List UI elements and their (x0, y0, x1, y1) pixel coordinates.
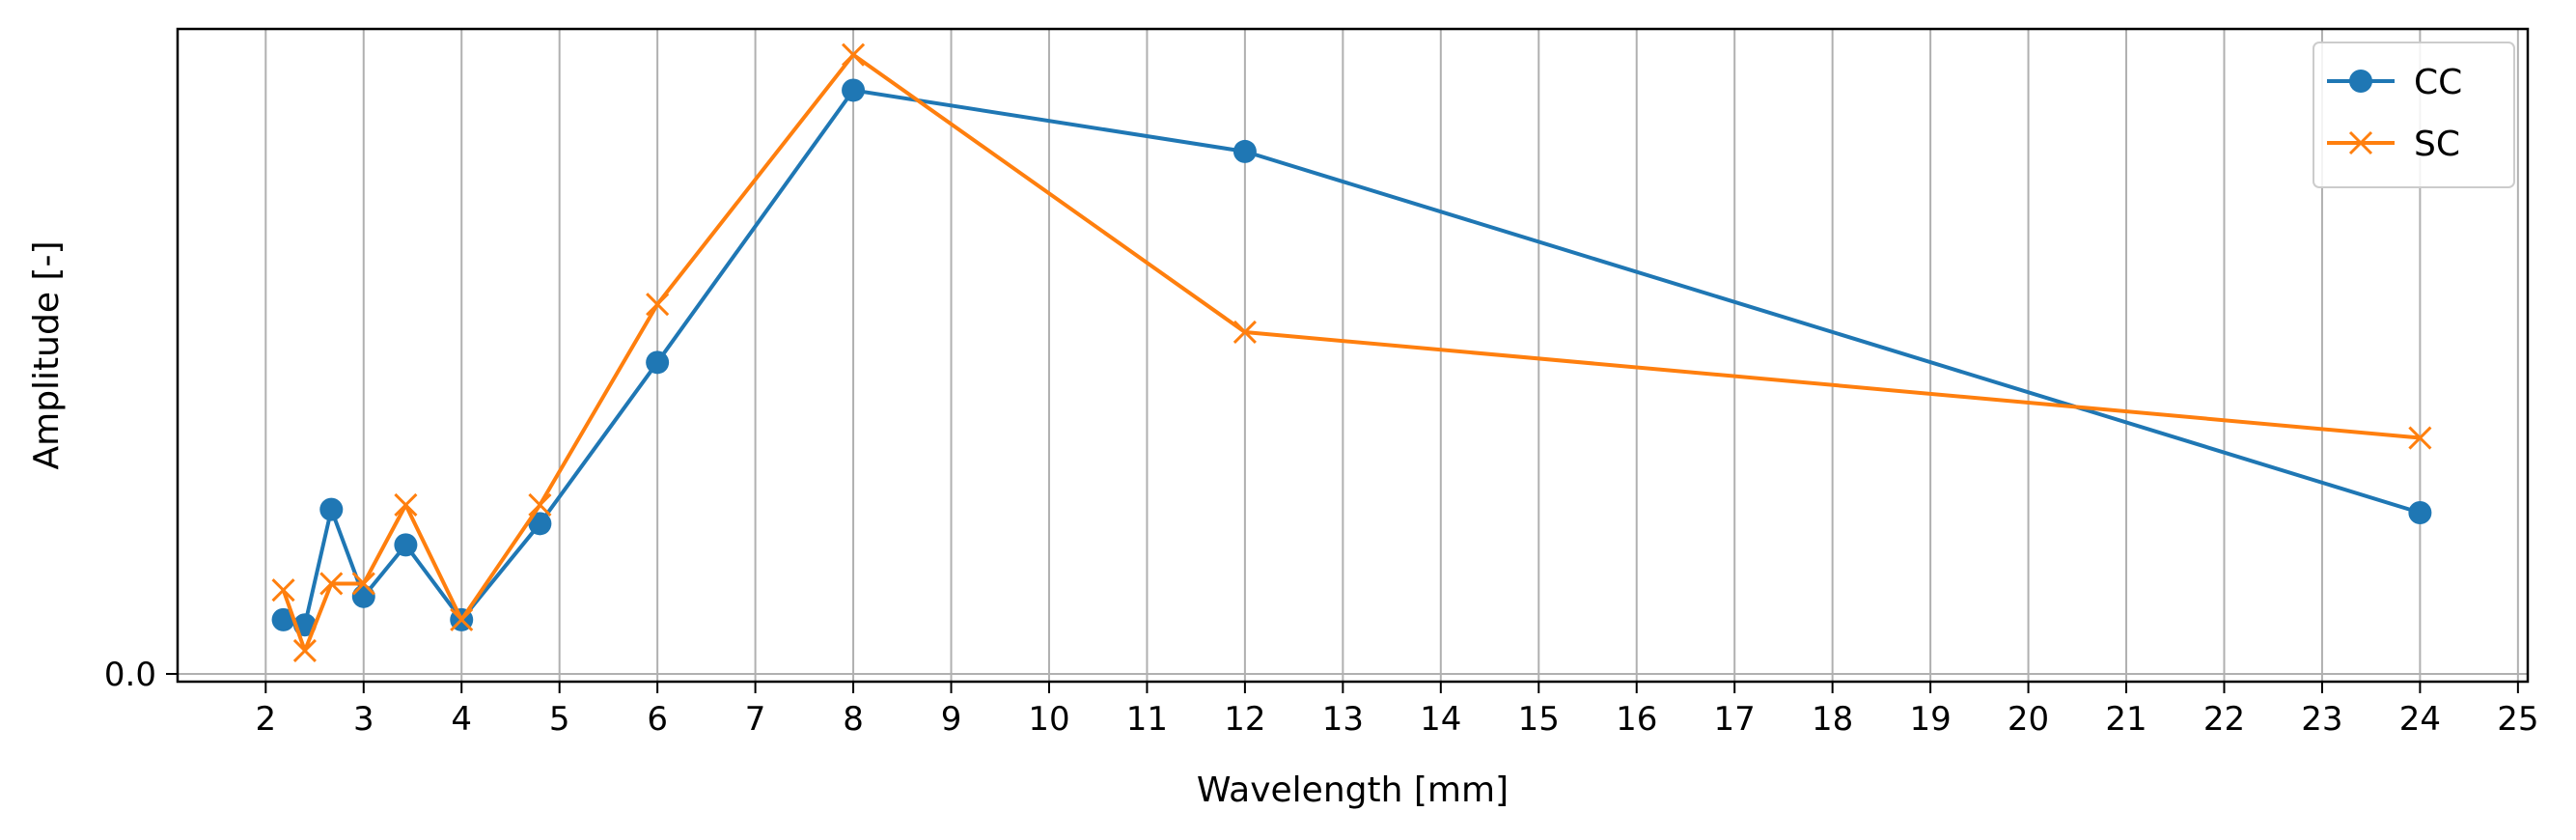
series-sc (271, 42, 2432, 662)
x-tick-label-2: 2 (255, 700, 276, 739)
y-axis-ticks: 0.0 (104, 656, 178, 694)
x-tick-label-20: 20 (2008, 700, 2049, 739)
point-cc-4 (394, 533, 418, 557)
point-cc-10 (2408, 500, 2432, 524)
x-tick-label-17: 17 (1714, 700, 1756, 739)
point-sc-5-stroke-b (450, 607, 474, 631)
legend-entry-sc: SC (2327, 125, 2460, 164)
x-tick-label-21: 21 (2105, 700, 2147, 739)
x-tick-label-22: 22 (2203, 700, 2245, 739)
point-sc-8 (842, 42, 866, 67)
point-sc-9-stroke-b (1233, 320, 1257, 345)
x-tick-label-12: 12 (1224, 700, 1265, 739)
x-tick-label-8: 8 (843, 700, 864, 739)
x-tick-label-23: 23 (2301, 700, 2342, 739)
point-cc-0 (271, 607, 295, 631)
point-sc-7 (646, 293, 670, 317)
point-sc-6 (528, 492, 552, 518)
point-cc-6 (528, 512, 552, 536)
point-sc-4 (394, 492, 418, 518)
point-sc-9 (1233, 320, 1257, 345)
point-cc-9 (1233, 139, 1257, 163)
point-cc-7 (646, 350, 670, 375)
x-tick-label-3: 3 (353, 700, 374, 739)
y-tick-label-0: 0.0 (104, 656, 156, 694)
x-tick-label-25: 25 (2497, 700, 2538, 739)
series-layer (271, 42, 2432, 662)
x-axis-label: Wavelength [mm] (1197, 770, 1509, 810)
point-sc-8-stroke-b (842, 42, 866, 67)
x-tick-label-13: 13 (1322, 700, 1364, 739)
x-tick-label-4: 4 (451, 700, 472, 739)
x-tick-label-6: 6 (647, 700, 668, 739)
x-tick-label-16: 16 (1616, 700, 1657, 739)
x-tick-label-5: 5 (549, 700, 570, 739)
point-sc-7-stroke-b (646, 293, 670, 317)
x-tick-label-9: 9 (941, 700, 962, 739)
point-sc-6-stroke-b (528, 492, 552, 518)
point-sc-0 (271, 578, 295, 602)
x-tick-label-10: 10 (1028, 700, 1069, 739)
gridlines (264, 29, 2519, 682)
point-sc-1 (292, 638, 317, 662)
legend-label-cc: CC (2414, 63, 2462, 102)
legend-swatch-marker-sc (2348, 130, 2373, 155)
point-sc-3 (351, 572, 375, 596)
point-sc-3-stroke-b (351, 572, 375, 596)
legend: CC SC (2313, 42, 2515, 188)
x-tick-label-7: 7 (745, 700, 766, 739)
x-tick-label-24: 24 (2399, 700, 2441, 739)
point-sc-10 (2408, 426, 2432, 450)
point-sc-1-stroke-b (292, 638, 317, 662)
x-tick-label-18: 18 (1812, 700, 1853, 739)
legend-entry-cc: CC (2327, 63, 2462, 102)
point-sc-10-stroke-b (2408, 426, 2432, 450)
legend-swatch-marker-cc (2349, 70, 2372, 93)
x-tick-label-15: 15 (1518, 700, 1560, 739)
point-sc-5 (450, 607, 474, 631)
x-tick-label-11: 11 (1126, 700, 1168, 739)
point-sc-0-stroke-b (271, 578, 295, 602)
x-tick-label-14: 14 (1420, 700, 1461, 739)
point-cc-8 (842, 78, 866, 102)
point-cc-3 (351, 584, 375, 608)
point-cc-2 (319, 497, 344, 521)
y-axis-label: Amplitude [-] (27, 240, 67, 469)
plot-frame (176, 27, 2530, 684)
point-sc-2 (319, 572, 344, 596)
x-tick-label-19: 19 (1909, 700, 1951, 739)
point-sc-2-stroke-b (319, 572, 344, 596)
legend-label-sc: SC (2414, 125, 2460, 164)
x-axis-ticks: 2 3 4 5 6 7 8 9 10 11 12 13 14 15 16 17 18 19 20 21 22 23 24 25 (255, 682, 2538, 739)
point-sc-4-stroke-b (394, 492, 418, 518)
legend-swatch-marker-sc-stroke-b (2348, 130, 2373, 155)
